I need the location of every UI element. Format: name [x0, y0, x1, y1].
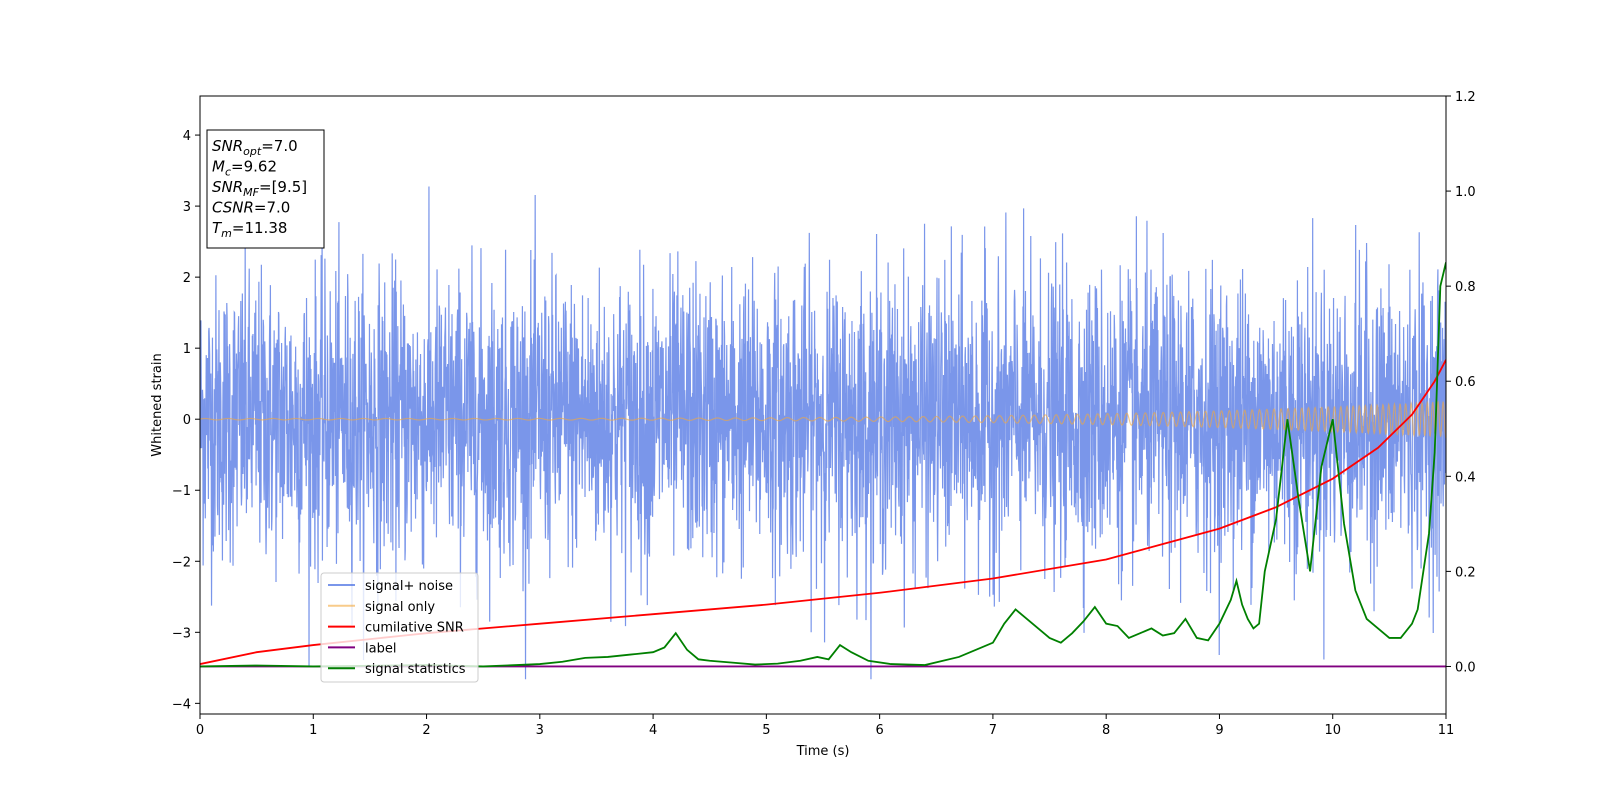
y-tick-label: 1 — [183, 342, 191, 357]
y-tick-label: 0 — [183, 413, 191, 428]
annotation-line: CSNR=7.0 — [212, 199, 290, 217]
annotation-value: =9.62 — [231, 158, 277, 176]
plot-frame — [199, 95, 1447, 715]
x-tick-label: 2 — [422, 723, 430, 738]
x-tick-label: 8 — [1102, 723, 1110, 738]
y2-tick-label: 1.0 — [1455, 185, 1476, 200]
annotation-symbol: T — [212, 219, 223, 237]
y-tick-label: −4 — [172, 697, 191, 712]
annotation-line: Tm=11.38 — [212, 219, 287, 240]
annotation-box: SNRopt=7.0Mc=9.62SNRMF=[9.5]CSNR=7.0Tm=1… — [206, 129, 325, 249]
y-tick-label: 2 — [183, 271, 191, 286]
y2-tick-label: 0.8 — [1455, 280, 1476, 295]
x-tick-label: 0 — [196, 723, 204, 738]
x-tick: 2 — [422, 714, 431, 738]
y2-tick: 0.8 — [1446, 280, 1476, 295]
x-tick: 0 — [196, 714, 204, 738]
legend-item: signal+ noise — [328, 579, 453, 594]
x-tick-label: 6 — [875, 723, 883, 738]
x-tick: 7 — [989, 714, 997, 738]
annotation-subscript: c — [225, 166, 231, 179]
annotation-value: =11.38 — [232, 219, 288, 237]
y-axis-right: 0.0 0.2 0.4 0.6 0.8 1.0 1.2 — [1446, 90, 1476, 675]
x-tick-label: 10 — [1324, 723, 1341, 738]
annotation-subscript: MF — [243, 186, 259, 199]
y-tick-label: −3 — [172, 626, 191, 641]
annotation-line: SNRopt=7.0 — [212, 137, 298, 158]
x-tick: 4 — [649, 714, 657, 738]
legend-label: signal+ noise — [365, 579, 453, 594]
series-line-signal-noise — [200, 186, 1446, 680]
y2-tick-label: 0.4 — [1455, 470, 1476, 485]
legend-label: signal only — [365, 600, 435, 615]
y2-tick: 0.4 — [1446, 470, 1476, 485]
x-tick: 8 — [1102, 714, 1110, 738]
y-tick: −1 — [172, 484, 200, 499]
legend-label: cumilative SNR — [365, 621, 464, 636]
x-tick-label: 9 — [1215, 723, 1223, 738]
legend-frame — [320, 572, 479, 683]
series-line-signal-only — [200, 400, 1446, 439]
annotation-symbol: CSNR — [212, 199, 254, 217]
legend-item: signal only — [328, 600, 435, 615]
x-axis-label: Time (s) — [796, 744, 850, 759]
y-tick-label: −1 — [172, 484, 191, 499]
annotation-symbol: M — [212, 158, 225, 176]
annotation-subscript: m — [221, 227, 232, 240]
y-tick: −2 — [172, 555, 200, 570]
x-tick: 6 — [875, 714, 884, 738]
y-tick: 2 — [183, 271, 200, 286]
x-tick-label: 11 — [1438, 723, 1455, 738]
y2-tick: 1.2 — [1446, 90, 1476, 105]
y2-tick: 0.2 — [1446, 565, 1476, 580]
y-tick: 3 — [183, 200, 200, 215]
y-tick-label: 3 — [183, 200, 191, 215]
y-tick-label: 4 — [183, 129, 191, 144]
annotation-symbol: SNR — [212, 178, 243, 196]
x-tick: 11 — [1438, 714, 1455, 738]
y-tick: 0 — [183, 413, 200, 428]
legend-label: signal statistics — [365, 662, 466, 677]
y2-tick-label: 0.2 — [1455, 565, 1476, 580]
x-tick: 5 — [762, 714, 771, 738]
x-tick-label: 7 — [989, 723, 997, 738]
y2-tick-label: 0.6 — [1455, 375, 1476, 390]
x-tick-label: 1 — [309, 723, 317, 738]
x-axis: 0 1 2 3 4 5 6 7 8 9 10 11 — [196, 714, 1454, 738]
y2-tick-label: 0.0 — [1455, 660, 1476, 675]
y-tick: −3 — [172, 626, 200, 641]
y2-tick-label: 1.2 — [1455, 90, 1476, 105]
legend-item: signal statistics — [328, 662, 466, 677]
legend-item: label — [328, 641, 396, 656]
annotation-value: =[9.5] — [259, 178, 307, 196]
y-tick: 4 — [183, 129, 200, 144]
y2-tick: 0.0 — [1446, 660, 1476, 675]
x-tick-label: 3 — [536, 723, 544, 738]
annotation-value: =7.0 — [261, 137, 297, 155]
x-tick-label: 5 — [762, 723, 770, 738]
x-tick: 10 — [1324, 714, 1341, 738]
x-tick: 1 — [309, 714, 317, 738]
legend-item: cumilative SNR — [328, 621, 464, 636]
legend-label: label — [365, 641, 396, 656]
legend: signal+ noise signal only cumilative SNR la… — [320, 572, 479, 683]
y-tick: 1 — [183, 342, 200, 357]
annotation-symbol: SNR — [212, 137, 243, 155]
y-axis-left: −4 −3 −2 −1 0 1 2 3 4 — [172, 129, 200, 712]
series-line-signal-statistics — [200, 262, 1446, 668]
y-tick-label: −2 — [172, 555, 191, 570]
annotation-subscript: opt — [243, 145, 262, 158]
x-tick: 9 — [1215, 714, 1224, 738]
y2-tick: 1.0 — [1446, 185, 1476, 200]
annotation-value: =7.0 — [254, 199, 290, 217]
x-tick-label: 4 — [649, 723, 657, 738]
annotation-line: Mc=9.62 — [212, 158, 277, 179]
annotation-line: SNRMF=[9.5] — [212, 178, 307, 199]
x-tick: 3 — [536, 714, 544, 738]
y2-tick: 0.6 — [1446, 375, 1476, 390]
annotation-frame — [206, 129, 325, 249]
y-axis-label: Whitened strain — [150, 353, 165, 456]
y-tick: −4 — [172, 697, 200, 712]
